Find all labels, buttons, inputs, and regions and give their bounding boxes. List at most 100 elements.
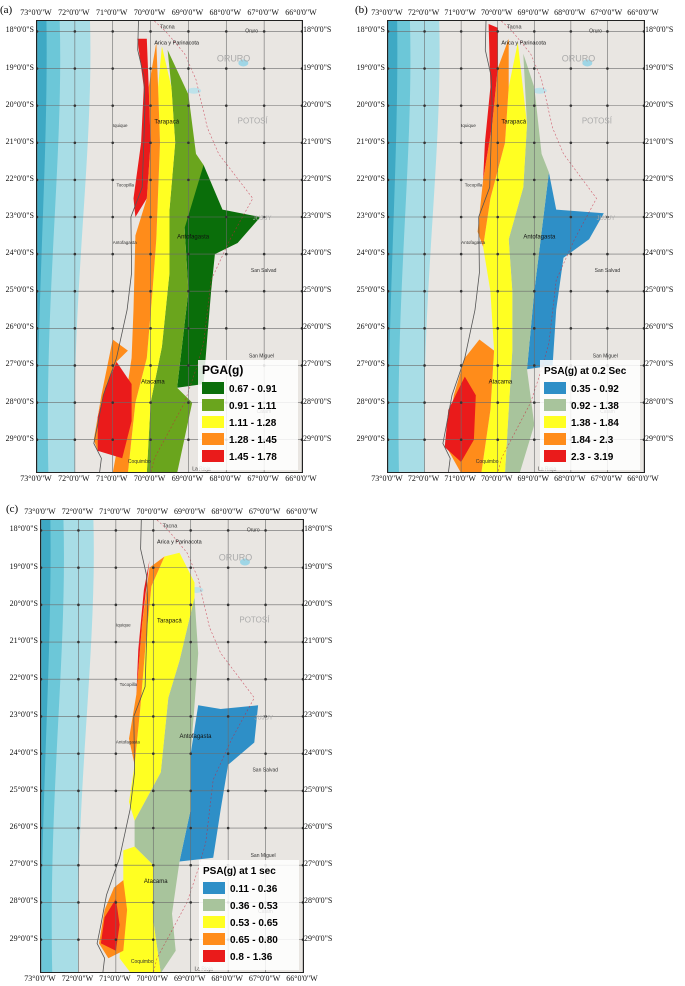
hazard-zone-5 bbox=[133, 38, 151, 217]
lat-tick-label-right: 26°0'0"S bbox=[304, 822, 333, 832]
graticule-node bbox=[77, 529, 80, 532]
place-jujuy: JUJUY bbox=[596, 216, 615, 222]
graticule-node bbox=[111, 289, 115, 293]
place-san-miguel: San Miguel bbox=[249, 353, 274, 359]
place-arica: Arica y Parinacota bbox=[501, 41, 547, 47]
lon-tick-label-bottom: 67°0'0"W bbox=[590, 474, 623, 483]
lat-tick-label-left: 28°0'0"S bbox=[5, 396, 34, 406]
place-arica: Arica y Parinacota bbox=[154, 41, 200, 47]
graticule-node bbox=[114, 640, 118, 644]
graticule-node bbox=[300, 104, 302, 107]
graticule-node bbox=[496, 178, 500, 182]
graticule-node bbox=[459, 289, 463, 293]
graticule-node bbox=[496, 104, 500, 107]
lat-tick-label-right: 25°0'0"S bbox=[645, 285, 674, 295]
hazard-zone-3 bbox=[481, 42, 527, 472]
graticule-node bbox=[224, 215, 228, 219]
graticule-node bbox=[423, 252, 426, 256]
legend-range-label: 0.67 - 0.91 bbox=[229, 384, 277, 395]
graticule-node bbox=[151, 789, 155, 793]
graticule-node bbox=[41, 715, 43, 718]
lat-tick-label-right: 23°0'0"S bbox=[303, 210, 332, 220]
place-oruro: ORURO bbox=[219, 552, 253, 562]
graticule-node bbox=[569, 178, 573, 182]
map-b: Tacna Arica y Parinacota Oruro ORURO Tarapac… bbox=[387, 20, 645, 473]
place-san-salvador: San Salvad bbox=[251, 268, 277, 274]
lat-tick-label-left: 21°0'0"S bbox=[356, 136, 385, 146]
graticule-node bbox=[532, 141, 536, 145]
graticule-node bbox=[77, 566, 80, 569]
lat-tick-label-left: 22°0'0"S bbox=[9, 673, 38, 683]
graticule-node bbox=[41, 640, 43, 644]
graticule-node bbox=[496, 67, 500, 70]
graticule-node bbox=[73, 215, 77, 219]
lon-tick-label-top: 66°0'0"W bbox=[285, 8, 317, 17]
graticule-node bbox=[423, 30, 426, 33]
graticule-node bbox=[388, 30, 390, 33]
lat-tick-label-left: 26°0'0"S bbox=[5, 322, 34, 332]
graticule-node bbox=[423, 67, 426, 70]
graticule-node bbox=[73, 67, 77, 70]
place-jujuy: JUJUY bbox=[254, 715, 273, 721]
lon-tick-label-top: 70°0'0"W bbox=[136, 507, 169, 516]
lat-tick-label-left: 19°0'0"S bbox=[9, 561, 38, 571]
graticule-node bbox=[301, 789, 303, 793]
place-oruro-small: Oruro bbox=[589, 29, 602, 35]
graticule-node bbox=[114, 752, 118, 755]
lat-tick-label-right: 24°0'0"S bbox=[304, 747, 333, 757]
graticule-node bbox=[151, 640, 155, 644]
graticule-node bbox=[496, 215, 500, 219]
lat-tick-label-right: 18°0'0"S bbox=[645, 25, 674, 35]
lat-tick-label-left: 26°0'0"S bbox=[356, 322, 385, 332]
graticule-node bbox=[388, 252, 390, 256]
graticule-node bbox=[114, 566, 118, 569]
place-antofagasta: Antofagasta bbox=[177, 235, 210, 241]
lon-tick-label-top: 68°0'0"W bbox=[211, 507, 243, 516]
hazard-zone-2 bbox=[505, 53, 549, 472]
graticule-node bbox=[642, 30, 644, 33]
panel-a-label: (a) bbox=[0, 4, 13, 16]
graticule-node bbox=[262, 141, 266, 145]
place-iquique: Iquique bbox=[461, 123, 476, 128]
graticule-node bbox=[496, 327, 500, 330]
graticule-node bbox=[459, 67, 463, 70]
legend-title: PSA(g) at 1 sec bbox=[203, 866, 276, 877]
graticule-node bbox=[114, 863, 118, 867]
lat-tick-label-right: 29°0'0"S bbox=[303, 433, 332, 443]
legend-range-label: 0.35 - 0.92 bbox=[571, 384, 619, 395]
legend-title: PSA(g) at 0.2 Sec bbox=[544, 366, 627, 377]
graticule-node bbox=[114, 938, 118, 941]
lon-tick-label-top: 73°0'0"W bbox=[20, 8, 52, 17]
graticule-node bbox=[114, 715, 118, 718]
graticule-node bbox=[149, 401, 152, 404]
lat-tick-label-right: 22°0'0"S bbox=[645, 173, 674, 183]
graticule-node bbox=[189, 529, 193, 532]
place-antofagasta: Antofagasta bbox=[523, 235, 556, 241]
graticule-node bbox=[459, 438, 463, 442]
legend-swatch bbox=[544, 382, 566, 394]
place-antofagasta-city: Antofagasta bbox=[113, 240, 138, 245]
graticule-node bbox=[114, 603, 118, 607]
lat-tick-label-right: 27°0'0"S bbox=[304, 859, 333, 869]
lat-tick-label-left: 20°0'0"S bbox=[356, 99, 385, 109]
legend-range-label: 0.36 - 0.53 bbox=[230, 901, 278, 912]
graticule-node bbox=[642, 327, 644, 330]
graticule-node bbox=[496, 401, 500, 404]
lake-poopo bbox=[582, 59, 593, 67]
graticule-node bbox=[264, 715, 267, 718]
lat-tick-label-right: 23°0'0"S bbox=[304, 710, 333, 720]
graticule-node bbox=[226, 826, 230, 830]
hazard-zone-2 bbox=[146, 50, 204, 472]
legend-swatch bbox=[544, 399, 566, 411]
graticule-node bbox=[532, 67, 536, 70]
graticule-node bbox=[114, 677, 118, 681]
place-arica: Arica y Parinacota bbox=[157, 540, 203, 546]
lon-tick-label-bottom: 72°0'0"W bbox=[407, 474, 440, 483]
graticule-node bbox=[149, 252, 152, 256]
lat-tick-label-left: 26°0'0"S bbox=[9, 822, 38, 832]
ocean-trench bbox=[388, 21, 398, 472]
lake-poopo bbox=[239, 558, 250, 566]
graticule-node bbox=[111, 215, 115, 219]
graticule-node bbox=[111, 252, 115, 256]
lon-tick-label-bottom: 73°0'0"W bbox=[20, 474, 52, 483]
